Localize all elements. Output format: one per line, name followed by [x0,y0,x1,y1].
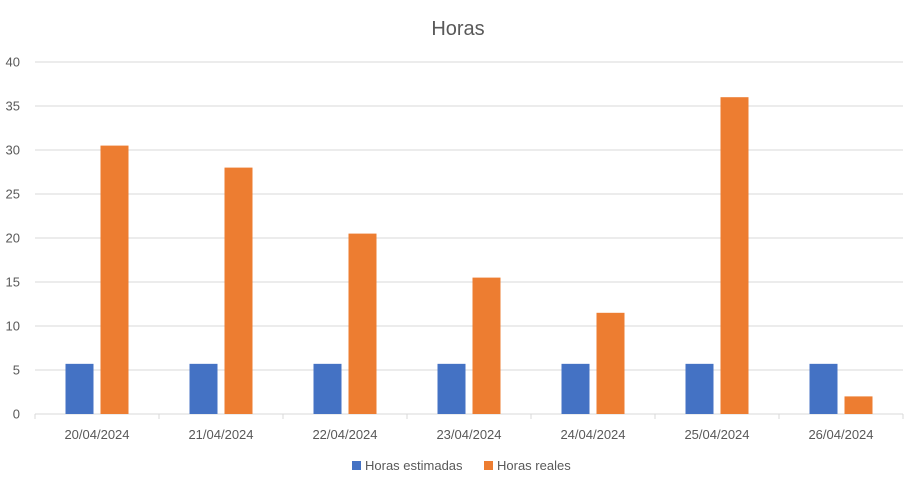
y-tick-label: 5 [13,363,20,378]
legend-swatch [484,461,493,470]
y-tick-label: 40 [6,55,20,70]
y-tick-label: 30 [6,143,20,158]
x-tick-label: 20/04/2024 [64,427,129,442]
x-tick-label: 22/04/2024 [312,427,377,442]
legend: Horas estimadas Horas reales [352,458,571,473]
chart-title: Horas [431,18,484,40]
y-tick-label: 0 [13,407,20,422]
y-tick-label: 10 [6,319,20,334]
x-tick-label: 23/04/2024 [436,427,501,442]
y-tick-label: 15 [6,275,20,290]
bar-estimadas [437,363,466,414]
bar-reales [224,167,253,414]
x-tick-label: 26/04/2024 [808,427,873,442]
gridlines [35,61,903,415]
bar-estimadas [685,363,714,414]
bar-reales [844,396,873,414]
legend-label: Horas reales [497,458,571,473]
y-tick-label: 20 [6,231,20,246]
legend-label: Horas estimadas [365,458,463,473]
legend-swatch [352,461,361,470]
bar-reales [720,97,749,414]
bar-estimadas [189,363,218,414]
y-tick-label: 35 [6,99,20,114]
bar-estimadas [561,363,590,414]
bars [65,97,873,414]
y-tick-label: 25 [6,187,20,202]
y-axis: 0 5 10 15 20 25 30 35 40 [6,55,20,422]
x-tick-label: 21/04/2024 [188,427,253,442]
bar-reales [596,312,625,414]
bar-reales [472,277,501,414]
x-tick-label: 25/04/2024 [684,427,749,442]
bar-estimadas [65,363,94,414]
x-tick-label: 24/04/2024 [560,427,625,442]
x-axis: 20/04/2024 21/04/2024 22/04/2024 23/04/2024… [34,414,904,442]
bar-estimadas [313,363,342,414]
bar-reales [348,233,377,414]
bar-estimadas [809,363,838,414]
bar-reales [100,145,129,414]
